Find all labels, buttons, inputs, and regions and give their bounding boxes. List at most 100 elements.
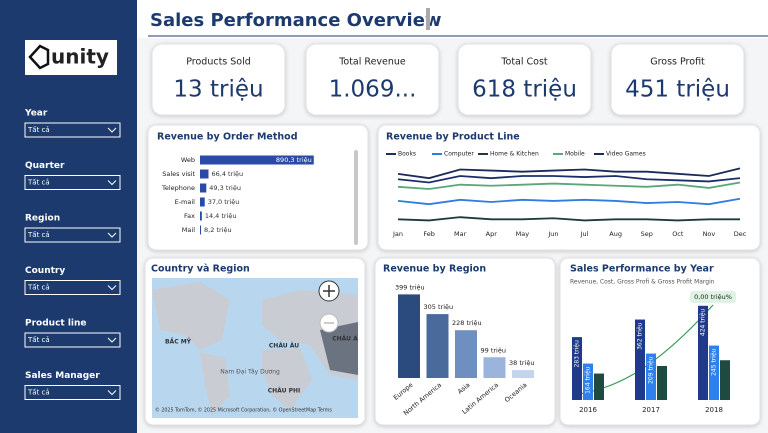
legend-label: Home & Kitchen: [490, 151, 539, 158]
value-label: 362 triệu: [637, 322, 644, 350]
kpi-label: Gross Profit: [650, 57, 705, 68]
bar: [646, 353, 656, 400]
x-tick-label: Mar: [454, 230, 467, 238]
panel-title: Revenue by Product Line: [386, 132, 520, 143]
value-label: 228 triệu: [452, 319, 482, 327]
dropdown[interactable]: [24, 122, 121, 138]
bar: [200, 197, 205, 207]
category-label: E-mail: [175, 198, 196, 206]
value-label: 99 triệu: [481, 346, 506, 354]
filter-label: Country: [25, 266, 65, 276]
value-label: 283 triệu: [574, 340, 581, 368]
bar: [512, 370, 534, 378]
dropdown-arrow: [107, 232, 117, 238]
bar: [200, 169, 209, 179]
kpi-label: Total Cost: [500, 57, 548, 68]
bar: [200, 225, 202, 235]
x-tick-label: Feb: [423, 230, 435, 238]
value-label: 38 triệu: [509, 359, 534, 367]
bar: [455, 330, 477, 378]
value-label: 14,4 triệu: [205, 212, 237, 220]
kpi-label: Total Revenue: [338, 57, 406, 68]
kpi-value: 618 triệu: [472, 77, 577, 103]
map-label: Nam Đại Tây Dương: [220, 369, 280, 376]
map: [152, 278, 358, 418]
x-tick-label: Aug: [609, 230, 622, 238]
dropdown-arrow: [107, 390, 117, 396]
map-label: CHÂU PHI: [268, 388, 301, 395]
map-land: [262, 348, 312, 410]
dropdown-arrow: [107, 127, 117, 133]
kpi-card: [457, 43, 592, 116]
bar: [594, 373, 604, 400]
bar: [583, 363, 593, 400]
header: [137, 0, 768, 38]
dropdown[interactable]: [24, 385, 121, 400]
legend-label: Books: [398, 151, 416, 158]
x-tick-label: Dec: [734, 230, 747, 238]
value-label: 49,3 triệu: [209, 184, 241, 192]
panel-title: Revenue by Region: [383, 264, 486, 275]
legend-label: Mobile: [565, 151, 585, 158]
x-tick-label: Oct: [672, 230, 684, 238]
category-label: Sales visit: [162, 170, 195, 178]
dropdown-arrow: [107, 180, 117, 186]
value-label: 66,4 triệu: [211, 170, 243, 178]
line: [397, 216, 740, 222]
kpi-value: 451 triệu: [625, 77, 730, 103]
legend-label: Computer: [444, 151, 474, 158]
panel-title: Country và Region: [151, 264, 250, 275]
dropdown[interactable]: [24, 175, 121, 190]
dropdown-value: Tất cả: [27, 284, 50, 292]
value-label: 164 triệu: [585, 366, 592, 394]
x-tick-label: Jul: [580, 230, 589, 238]
x-tick-label: 2017: [642, 406, 660, 414]
filter-label: Year: [24, 109, 48, 119]
category-label: Telephone: [161, 184, 195, 192]
kpi-card: [151, 43, 286, 116]
map-label: BẮC MỸ: [165, 338, 192, 346]
filter-label: Region: [25, 214, 60, 224]
page-title: Sales Performance Overview: [150, 10, 442, 31]
dropdown-arrow: [107, 337, 117, 343]
margin-tag: [690, 291, 736, 303]
bar: [200, 155, 314, 165]
filter-label: Sales Manager: [25, 371, 100, 381]
dropdown-arrow: [107, 285, 117, 291]
bar: [698, 305, 708, 400]
line: [397, 167, 741, 180]
scrollbar: [354, 150, 358, 245]
kpi-value: 1.069...: [329, 77, 417, 103]
value-label: 37,0 triệu: [208, 198, 240, 206]
dropdown-value: Tất cả: [27, 126, 50, 134]
category-label: Mail: [182, 226, 195, 234]
bar: [635, 319, 645, 400]
dropdown-value: Tất cả: [27, 336, 50, 344]
x-tick-label: 2016: [579, 406, 597, 414]
dropdown-value: Tất cả: [27, 231, 50, 239]
bar: [426, 314, 449, 378]
kpi-card: [305, 43, 440, 116]
dropdown[interactable]: [24, 280, 121, 295]
bar: [657, 366, 667, 400]
value-label: 245 triệu: [711, 348, 718, 376]
value-label: 305 triệu: [424, 303, 454, 311]
filter-label: Product line: [25, 319, 87, 329]
map-land: [200, 352, 230, 415]
x-tick-label: 2018: [705, 406, 723, 414]
bar: [200, 211, 202, 221]
legend-label: Video Games: [606, 151, 646, 158]
bar: [483, 357, 506, 378]
bar: [709, 345, 719, 400]
x-tick-label: Apr: [486, 230, 498, 238]
zoom-icon: [323, 285, 335, 297]
x-tick-label: May: [516, 230, 530, 238]
dropdown-value: Tất cả: [27, 389, 50, 397]
bar: [200, 183, 207, 193]
panel-title: Revenue by Order Method: [157, 132, 298, 143]
category-label: Web: [181, 156, 195, 164]
dropdown[interactable]: [24, 332, 121, 348]
dropdown[interactable]: [24, 227, 121, 243]
